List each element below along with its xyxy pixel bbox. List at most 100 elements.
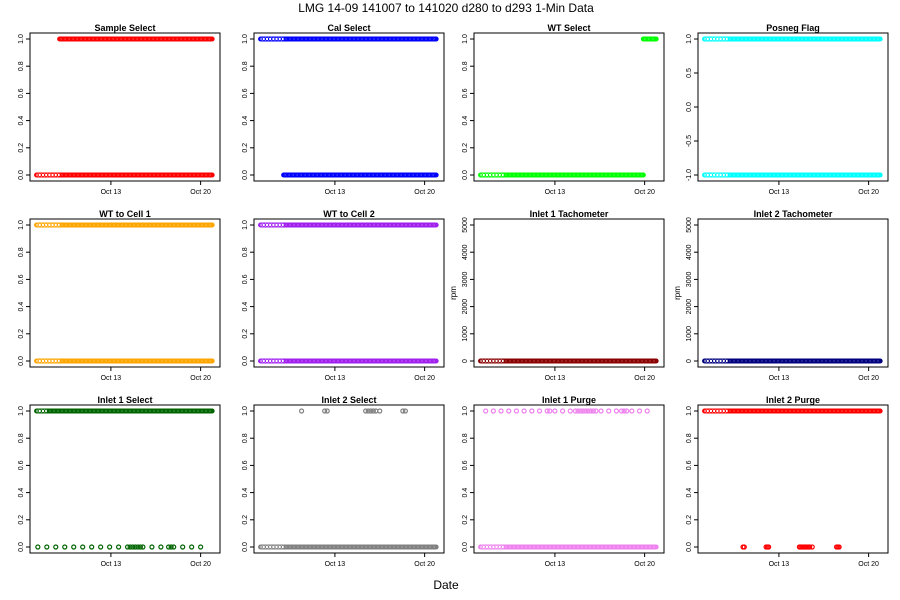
y-tick-label: 0.6 xyxy=(686,460,693,470)
plot-frame xyxy=(697,32,889,182)
plot-frame xyxy=(29,32,221,182)
data-point xyxy=(552,408,558,414)
data-point xyxy=(71,544,77,550)
y-tick-label: 0.8 xyxy=(242,247,249,257)
data-point xyxy=(577,408,584,414)
data-point xyxy=(368,408,374,414)
data-point xyxy=(137,544,143,550)
data-point xyxy=(298,408,305,414)
y-tick-label: 1000 xyxy=(686,326,693,342)
x-tick-label: Oct 20 xyxy=(858,189,879,196)
panel-title: Inlet 2 Tachometer xyxy=(754,209,833,219)
data-point xyxy=(724,172,730,178)
data-point xyxy=(89,544,95,550)
x-tick-label: Oct 13 xyxy=(545,189,566,196)
data-point xyxy=(280,36,286,42)
y-tick-label: 0.8 xyxy=(686,433,693,443)
x-tick-label: Oct 20 xyxy=(414,375,435,382)
y-tick-label: 0.8 xyxy=(242,433,249,443)
data-point xyxy=(198,544,204,550)
y-tick-label: 1.0 xyxy=(18,34,25,44)
plot-frame xyxy=(253,404,445,554)
y-tick-label: 2000 xyxy=(462,299,469,315)
data-point xyxy=(618,408,625,414)
data-point xyxy=(500,544,506,550)
x-tick-label: Oct 20 xyxy=(858,561,879,568)
x-tick-label: Oct 13 xyxy=(325,189,346,196)
plot-frame xyxy=(253,218,445,368)
data-point xyxy=(766,544,772,550)
data-point xyxy=(809,544,815,550)
y-tick-label: 0.4 xyxy=(242,302,249,312)
plot-frame xyxy=(29,404,221,554)
data-point xyxy=(132,544,138,550)
y-tick-label: 0.8 xyxy=(462,433,469,443)
data-point xyxy=(644,408,650,414)
data-point xyxy=(836,544,842,550)
data-point xyxy=(575,408,581,414)
panel-inlet-2-purge: Inlet 2 Purge 0.0 0.2 0.4 0.6 0.8 1.0 Oct 13 Oct… xyxy=(686,395,889,568)
panel-title: WT Select xyxy=(547,23,590,33)
data-point xyxy=(585,408,591,414)
data-point xyxy=(56,358,62,364)
y-tick-label: 0.0 xyxy=(462,542,469,552)
data-point xyxy=(536,408,543,414)
data-point xyxy=(590,408,596,414)
plot-frame xyxy=(473,404,665,554)
x-tick-label: Oct 20 xyxy=(414,561,435,568)
data-point xyxy=(280,544,286,550)
data-point xyxy=(56,222,62,228)
data-point xyxy=(189,544,195,550)
panel-inlet-1-purge: Inlet 1 Purge 0.0 0.2 0.4 0.6 0.8 1.0 Oct 13 Oct… xyxy=(462,395,665,568)
data-point xyxy=(130,544,136,550)
y-tick-label: 0.0 xyxy=(18,356,25,366)
y-tick-label: 1.0 xyxy=(686,34,693,44)
y-tick-label: 0.0 xyxy=(242,542,249,552)
y-tick-label: 2000 xyxy=(686,299,693,315)
data-point xyxy=(400,408,406,414)
plot-frame xyxy=(253,32,445,182)
y-tick-label: 0.4 xyxy=(462,116,469,126)
data-point xyxy=(168,544,174,550)
x-tick-label: Oct 13 xyxy=(101,561,122,568)
panel-title: WT to Cell 2 xyxy=(323,209,375,219)
y-tick-label: 1.0 xyxy=(242,220,249,230)
y-tick-label: 1.0 xyxy=(242,34,249,44)
data-point xyxy=(124,544,131,550)
plot-frame xyxy=(473,218,665,368)
data-point xyxy=(107,544,113,550)
data-point xyxy=(80,544,86,550)
data-point xyxy=(158,544,164,550)
panel-title: Inlet 1 Tachometer xyxy=(530,209,609,219)
data-point xyxy=(588,408,594,414)
y-tick-label: 0.6 xyxy=(18,274,25,284)
data-point xyxy=(365,408,371,414)
x-tick-label: Oct 13 xyxy=(325,375,346,382)
data-point xyxy=(62,544,68,550)
y-tick-label: 0.4 xyxy=(686,488,693,498)
y-tick-label: 0.8 xyxy=(18,247,25,257)
y-tick-label: 0.0 xyxy=(242,356,249,366)
y-tick-label: 0.4 xyxy=(242,116,249,126)
y-tick-label: 0.0 xyxy=(18,542,25,552)
y-axis-label: rpm xyxy=(449,286,458,300)
data-point xyxy=(363,408,369,414)
data-point xyxy=(547,408,553,414)
x-tick-label: Oct 20 xyxy=(190,375,211,382)
x-tick-label: Oct 13 xyxy=(101,189,122,196)
panel-title: Inlet 2 Select xyxy=(321,395,376,405)
data-point xyxy=(580,408,586,414)
panel-inlet-2-select: Inlet 2 Select 0.0 0.2 0.4 0.6 0.8 1.0 Oct 13 Oc… xyxy=(242,395,445,568)
data-point xyxy=(598,408,604,414)
data-point xyxy=(322,408,328,414)
y-tick-label: 0.4 xyxy=(18,302,25,312)
y-tick-label: 0.6 xyxy=(462,460,469,470)
y-tick-label: 1.0 xyxy=(462,406,469,416)
plot-frame xyxy=(697,404,889,554)
panel-title: Cal Select xyxy=(327,23,370,33)
y-tick-label: 5000 xyxy=(686,217,693,233)
data-point xyxy=(165,544,172,550)
data-point xyxy=(500,172,506,178)
y-tick-label: 1000 xyxy=(462,326,469,342)
panel-sample-select: Sample Select 0.0 0.2 0.4 0.6 0.8 1.0 Oct 13 Oct… xyxy=(18,23,221,196)
